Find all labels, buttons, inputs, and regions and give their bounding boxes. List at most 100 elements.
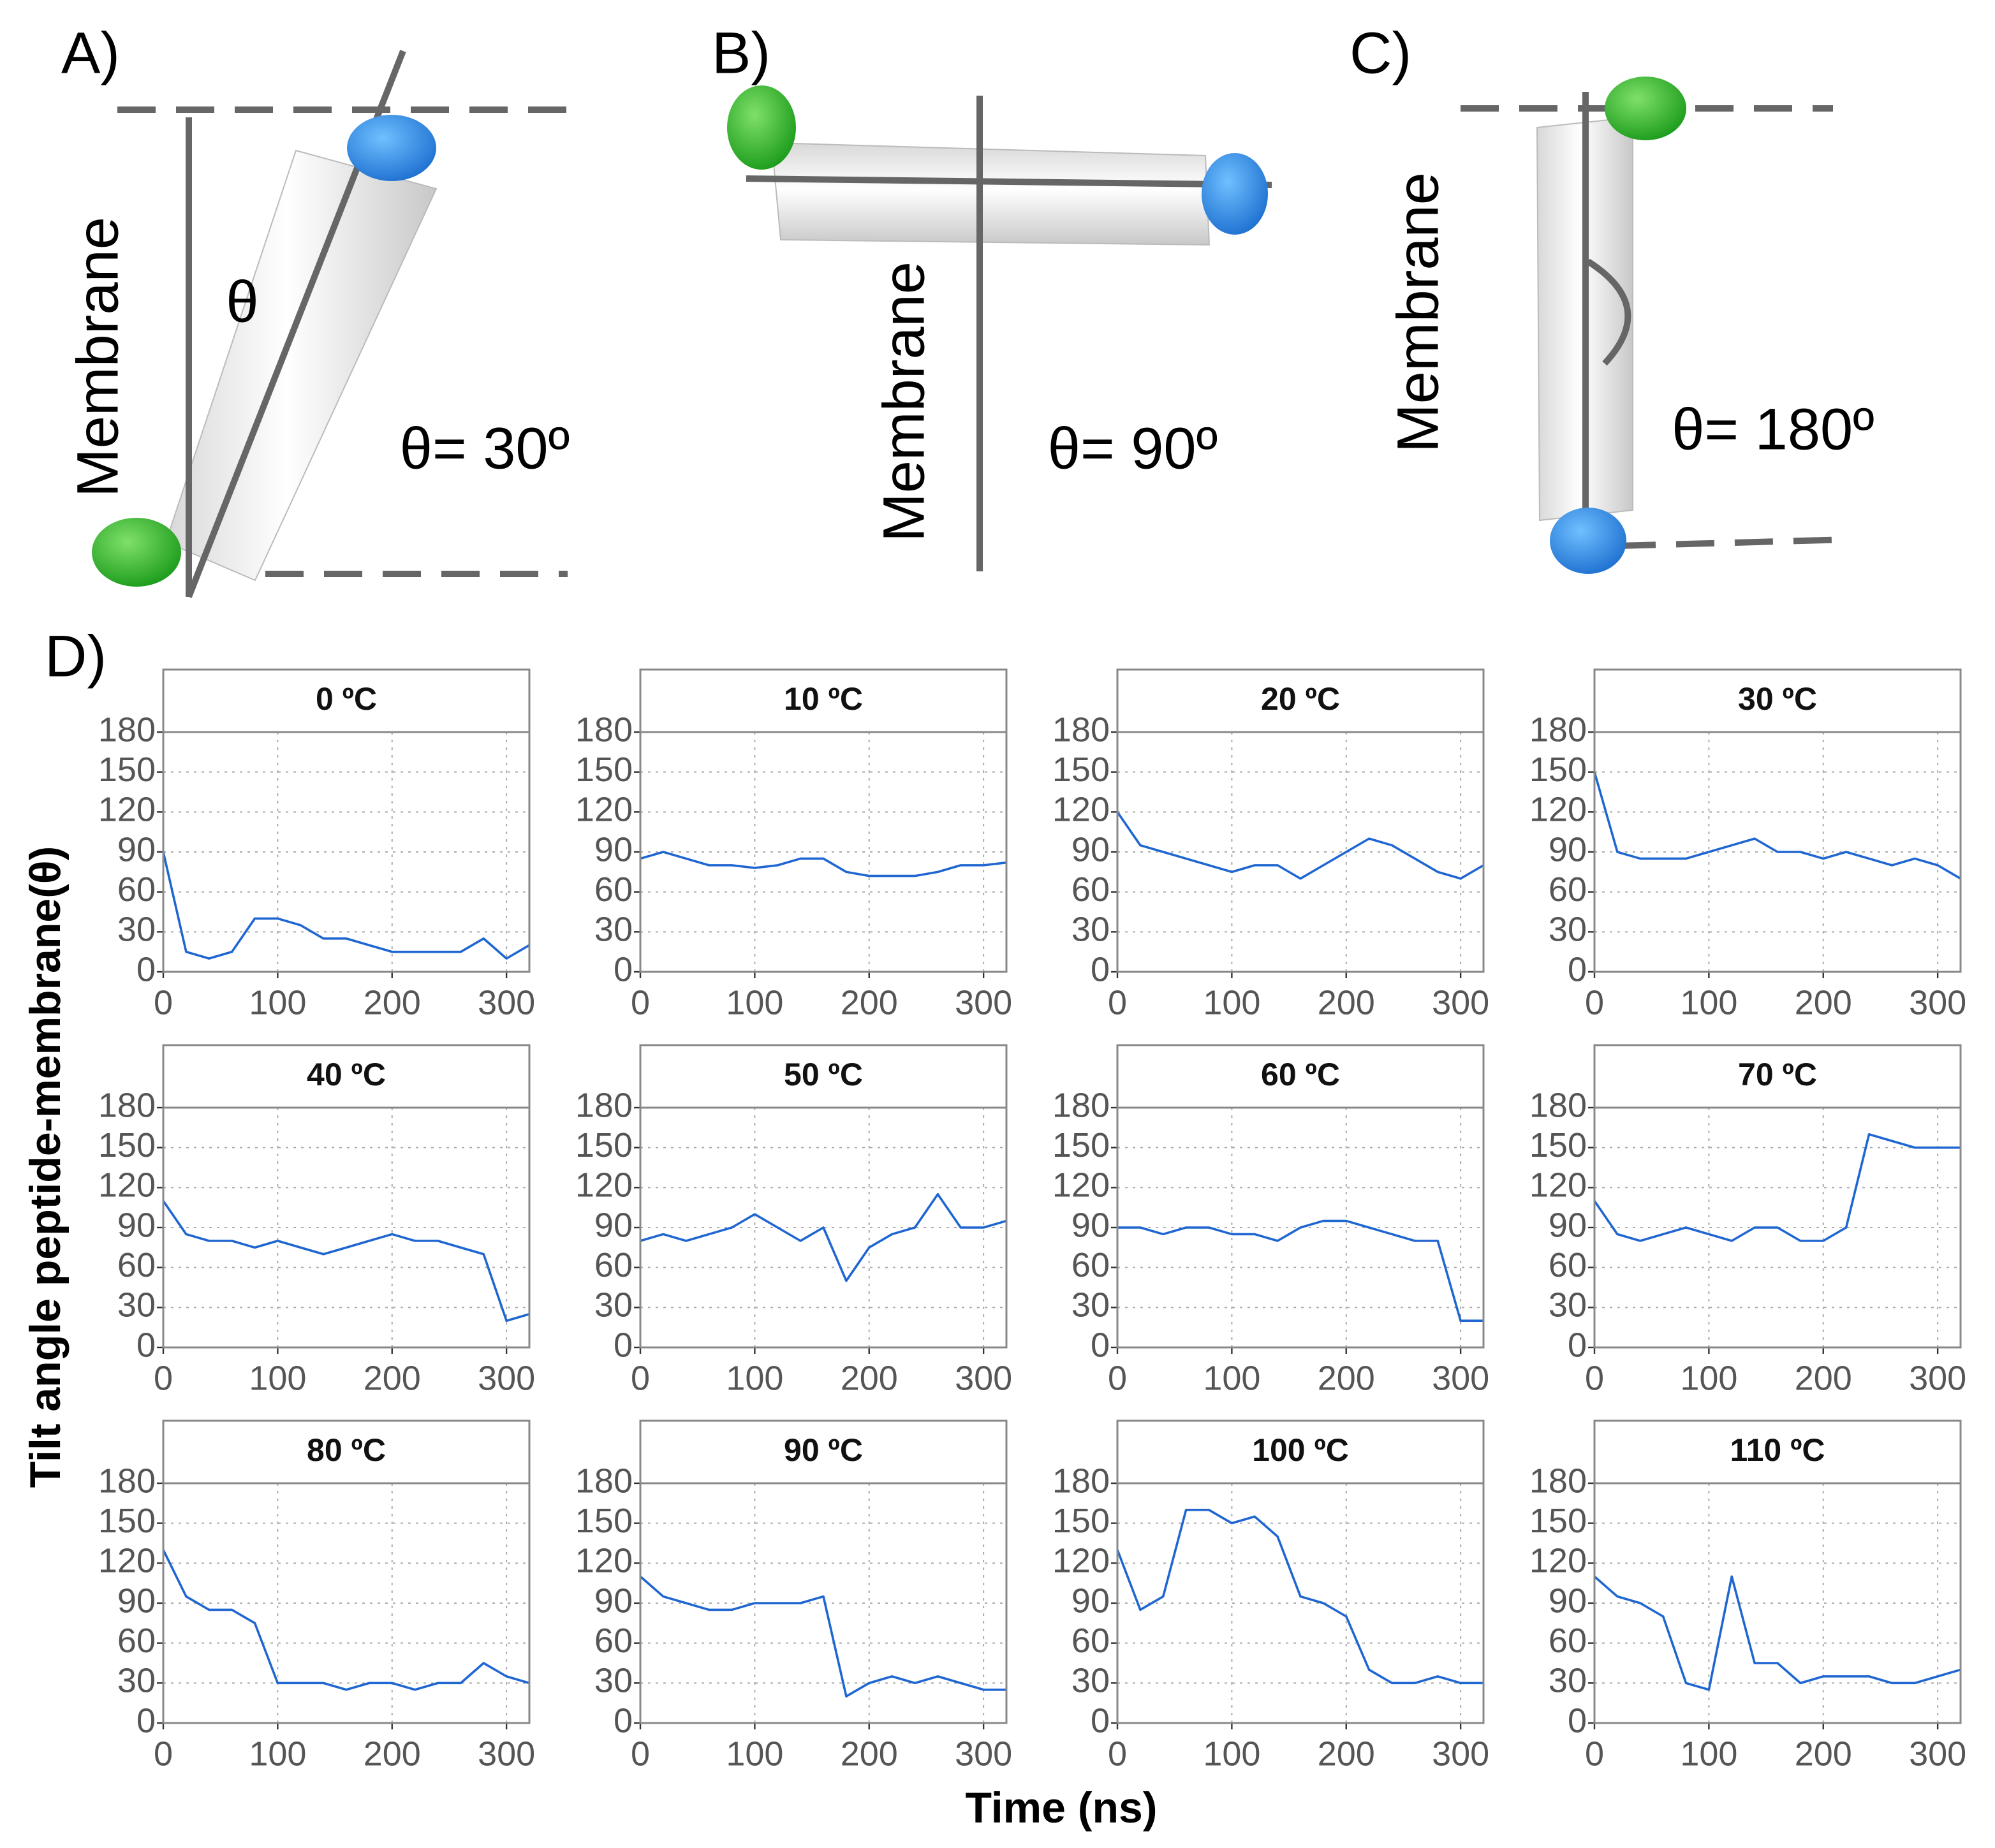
plot-frame	[162, 731, 531, 973]
x-tick-label: 200	[841, 1734, 898, 1773]
y-tick-label: 60	[594, 1246, 633, 1284]
x-tick-label: 100	[1680, 1734, 1737, 1773]
angle-symbol: θ	[226, 269, 258, 334]
strip	[639, 668, 1008, 733]
strip	[1593, 1419, 1962, 1485]
y-tick-label: 150	[1052, 1126, 1110, 1164]
y-tick-label: 0	[614, 1701, 633, 1740]
plot-area	[640, 732, 1006, 972]
y-tick-label: 90	[594, 830, 633, 869]
x-tick-label: 100	[249, 1734, 306, 1773]
x-tick-label: 300	[1432, 1734, 1489, 1773]
strip-title: 10 ºC	[784, 681, 863, 717]
y-tick-label: 150	[1052, 1502, 1110, 1540]
helix	[165, 149, 438, 582]
y-tick-label: 150	[1529, 1126, 1587, 1164]
y-tick-label: 90	[594, 1206, 633, 1244]
c-terminus	[1202, 153, 1268, 235]
strip	[162, 668, 531, 733]
strip-title: 100 ºC	[1252, 1432, 1349, 1468]
x-tick-label: 100	[726, 1359, 783, 1397]
panel-label: A)	[61, 20, 120, 85]
plot-frame	[1116, 1482, 1485, 1724]
y-tick-label: 150	[1529, 1502, 1587, 1540]
y-tick-label: 180	[1052, 1086, 1110, 1124]
y-tick-label: 180	[1529, 1462, 1587, 1500]
y-tick-label: 90	[1549, 1206, 1587, 1244]
y-tick-label: 120	[1529, 1542, 1587, 1580]
y-tick-label: 30	[594, 1662, 633, 1700]
angle-text: θ= 30º	[400, 416, 570, 481]
y-tick-label: 150	[98, 1126, 156, 1164]
panel-label: C)	[1350, 20, 1411, 85]
y-tick-label: 60	[117, 870, 156, 909]
plot-frame	[639, 1106, 1008, 1349]
plot-area	[163, 1483, 529, 1723]
y-tick-label: 60	[117, 1246, 156, 1284]
y-tick-label: 30	[1071, 1286, 1110, 1324]
y-tick-label: 120	[98, 1542, 156, 1580]
y-tick-label: 150	[98, 1502, 156, 1540]
n-terminus	[727, 85, 796, 170]
x-tick-label: 300	[1909, 983, 1966, 1022]
y-tick-label: 120	[1529, 1166, 1587, 1205]
strip-title: 30 ºC	[1738, 681, 1817, 717]
y-tick-label: 60	[1549, 1622, 1587, 1660]
diagram-b: B) Membrane θ= 90º	[712, 20, 1272, 571]
x-axis-title: Time (ns)	[965, 1784, 1157, 1832]
plot-frame	[1116, 1106, 1485, 1349]
y-tick-label: 180	[1052, 710, 1110, 749]
y-tick-label: 90	[1071, 830, 1110, 869]
x-tick-label: 0	[1585, 1734, 1604, 1773]
panel-label: B)	[712, 20, 770, 85]
strip-title: 80 ºC	[307, 1432, 386, 1468]
y-tick-label: 30	[594, 911, 633, 949]
strip	[162, 1419, 531, 1485]
y-tick-label: 30	[117, 1662, 156, 1700]
series-line	[1593, 1575, 1961, 1691]
y-tick-label: 30	[117, 911, 156, 949]
y-tick-label: 150	[1052, 751, 1110, 789]
y-tick-label: 180	[98, 1086, 156, 1124]
y-tick-label: 120	[1052, 1166, 1110, 1205]
y-tick-label: 0	[1568, 1701, 1587, 1740]
y-tick-label: 120	[98, 1166, 156, 1205]
series-line	[640, 1192, 1007, 1282]
x-tick-label: 300	[955, 1359, 1012, 1397]
strip	[1593, 668, 1962, 733]
y-tick-label: 120	[1529, 791, 1587, 829]
x-tick-label: 0	[1585, 983, 1604, 1022]
plot-frame	[1116, 731, 1485, 973]
y-tick-label: 180	[575, 1086, 633, 1124]
membrane-label: Membrane	[65, 217, 130, 497]
diagram-a: A) Membrane θ θ= 30º	[61, 20, 570, 598]
angle-text: θ= 90º	[1048, 416, 1218, 481]
strip-title: 20 ºC	[1261, 681, 1340, 717]
y-tick-label: 90	[117, 830, 156, 869]
y-tick-label: 60	[1071, 1246, 1110, 1284]
y-tick-label: 0	[614, 1326, 633, 1364]
y-tick-label: 0	[136, 950, 156, 988]
y-tick-label: 120	[575, 1542, 633, 1580]
x-tick-label: 300	[478, 983, 535, 1022]
y-tick-label: 60	[1071, 1622, 1110, 1660]
y-tick-label: 180	[575, 1462, 633, 1500]
n-terminus	[1605, 77, 1686, 140]
y-tick-label: 60	[1549, 1246, 1587, 1284]
x-tick-label: 300	[478, 1734, 535, 1773]
series-line	[1117, 1219, 1483, 1323]
plot-area	[163, 732, 529, 972]
strip	[1116, 668, 1485, 733]
c-terminus	[1550, 508, 1626, 574]
x-tick-label: 200	[841, 983, 898, 1022]
x-tick-label: 200	[364, 1734, 421, 1773]
strip	[1116, 1044, 1485, 1109]
